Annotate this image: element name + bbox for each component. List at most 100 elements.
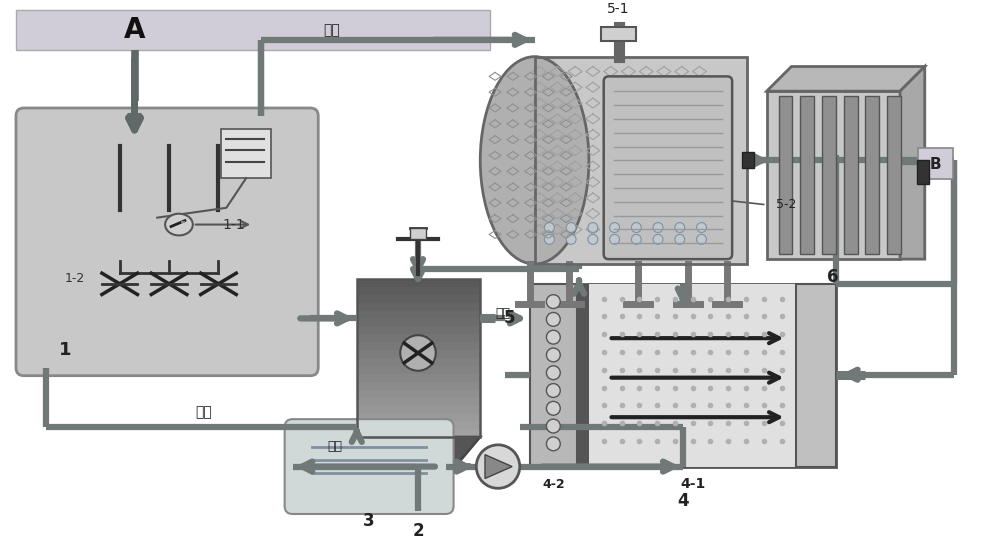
Bar [357,350,480,359]
Bar [16,10,490,50]
Text: 6: 6 [827,268,839,286]
Text: 灰水: 灰水 [324,23,340,37]
Bar [530,454,836,468]
Circle shape [546,330,560,344]
Bar [530,284,577,467]
Circle shape [544,235,554,244]
Bar [357,421,480,430]
Bar [589,284,836,467]
Bar [535,56,747,264]
Text: 1-2: 1-2 [65,273,85,286]
Bar [530,357,836,370]
Circle shape [675,235,685,244]
Bar [530,308,836,321]
Bar [357,382,480,391]
Circle shape [544,223,554,233]
Polygon shape [485,455,512,479]
Bar [357,287,480,296]
Bar [917,160,929,184]
Circle shape [631,235,641,244]
Bar [357,358,480,367]
Bar [357,295,480,304]
Bar [357,405,480,414]
Bar [410,228,426,240]
Circle shape [631,223,641,233]
Polygon shape [767,67,925,91]
Circle shape [653,235,663,244]
Bar [800,96,814,254]
Bar [530,369,836,382]
FancyBboxPatch shape [285,419,454,514]
Bar [530,418,836,431]
Bar [357,302,480,312]
Circle shape [697,223,706,233]
Text: B: B [930,157,941,172]
Text: 4: 4 [677,492,689,510]
Bar [779,96,792,254]
Text: 黑水: 黑水 [195,405,212,420]
Bar [530,442,836,455]
Bar [530,345,836,358]
Text: 3: 3 [363,512,374,530]
Bar [357,342,480,351]
Circle shape [675,223,685,233]
Text: 出水: 出水 [495,307,510,320]
Bar [530,405,836,419]
FancyBboxPatch shape [918,147,953,179]
Bar [357,429,480,438]
Polygon shape [900,67,925,259]
Circle shape [546,384,560,397]
Bar [357,318,480,327]
Circle shape [697,235,706,244]
Ellipse shape [480,56,589,264]
Bar [535,56,747,264]
Text: A: A [124,16,145,44]
Bar [822,96,836,254]
Bar [530,320,836,333]
Text: 1: 1 [59,341,72,359]
Bar [530,430,836,443]
Bar [530,333,836,346]
Bar [530,284,836,467]
Bar [887,96,901,254]
Text: 5: 5 [504,309,516,327]
Bar [357,374,480,383]
Bar [357,279,480,437]
Polygon shape [357,437,480,511]
Text: 4-2: 4-2 [542,478,565,491]
Bar [357,334,480,343]
Bar [221,129,271,178]
Bar [767,91,900,259]
Text: 进水: 进水 [327,440,342,453]
Bar [530,284,836,297]
Bar [357,326,480,335]
Text: 1-1: 1-1 [222,217,245,231]
Bar [796,284,836,467]
FancyBboxPatch shape [16,108,318,376]
Circle shape [476,445,520,488]
Circle shape [610,235,620,244]
Text: 5-1: 5-1 [607,2,630,16]
Bar [742,152,754,168]
Bar [601,27,636,41]
Bar [357,311,480,319]
Circle shape [588,235,598,244]
Circle shape [546,348,560,362]
Text: 2: 2 [412,522,424,540]
Circle shape [546,402,560,415]
Ellipse shape [165,214,193,235]
Bar [530,381,836,395]
Bar [357,279,480,288]
Bar [357,390,480,398]
Circle shape [546,419,560,433]
Bar [530,393,836,406]
Text: 5-2: 5-2 [776,198,797,211]
Circle shape [546,295,560,308]
Circle shape [546,313,560,326]
Circle shape [566,223,576,233]
Circle shape [546,437,560,451]
Circle shape [566,235,576,244]
Text: 4-1: 4-1 [680,478,705,492]
Bar [357,413,480,422]
Circle shape [546,366,560,379]
